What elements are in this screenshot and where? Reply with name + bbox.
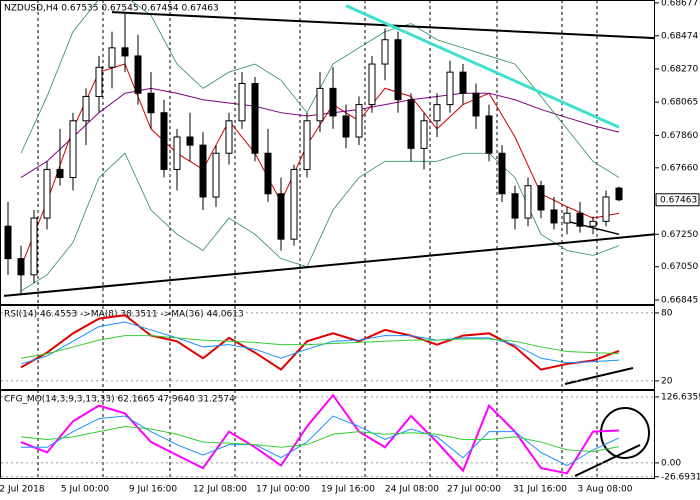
highlight-circle bbox=[600, 407, 650, 459]
candle-body bbox=[160, 112, 168, 170]
x-tick-label: 12 Jul 08:00 bbox=[193, 485, 247, 495]
cfg-trendline bbox=[574, 444, 641, 477]
candle-body bbox=[381, 39, 389, 65]
candle-body bbox=[407, 99, 415, 149]
candle-body bbox=[212, 152, 220, 198]
y-tick-label: 0.68065 bbox=[661, 98, 698, 108]
x-tick-label: 9 Jul 16:00 bbox=[129, 485, 178, 495]
indicator-line bbox=[20, 314, 620, 371]
candle-body bbox=[17, 258, 25, 276]
y-tick-label: 20 bbox=[661, 376, 673, 386]
x-tick-label: 27 Jul 00:00 bbox=[447, 485, 501, 495]
y-tick-label: 80 bbox=[661, 308, 673, 318]
candle-body bbox=[134, 55, 142, 94]
candle-body bbox=[43, 168, 51, 219]
y-tick-label: 0.67250 bbox=[661, 230, 698, 240]
x-tick-label: 2 Jul 2018 bbox=[0, 485, 45, 495]
x-tick-label: 19 Jul 16:00 bbox=[321, 485, 375, 495]
trendline bbox=[345, 4, 620, 129]
rsi-trendline bbox=[564, 367, 634, 385]
candle-body bbox=[82, 95, 90, 122]
candle-body bbox=[459, 71, 467, 94]
main-title: NZDUSD,H4 0.67535 0.67545 0.67454 0.6746… bbox=[4, 4, 219, 14]
candle-body bbox=[238, 83, 246, 122]
candle-body bbox=[290, 168, 298, 240]
y-tick-label: 0.66845 bbox=[661, 295, 698, 305]
candle-body bbox=[173, 136, 181, 170]
candle-body bbox=[251, 83, 259, 154]
candle-body bbox=[485, 115, 493, 154]
candle-body bbox=[524, 185, 532, 219]
candle-body bbox=[316, 87, 324, 122]
candle-body bbox=[550, 209, 558, 224]
candle-body bbox=[511, 193, 519, 219]
candle-body bbox=[342, 115, 350, 138]
candle-body bbox=[225, 120, 233, 154]
candle-body bbox=[277, 193, 285, 240]
candle-body bbox=[4, 225, 12, 260]
y-tick-label: 0.67660 bbox=[661, 163, 698, 173]
y-tick-label: 0.00 bbox=[661, 458, 681, 468]
cfg-panel bbox=[0, 390, 655, 479]
candle-body bbox=[199, 144, 207, 198]
x-tick-label: 31 Jul 16:00 bbox=[513, 485, 567, 495]
x-tick-label: 3 Aug 08:00 bbox=[578, 485, 633, 495]
indicator-line bbox=[20, 152, 620, 292]
cfg-title: CFG_MO(14,3,9,3,13,33) 62.1665 47.9640 3… bbox=[4, 395, 235, 405]
candle-body bbox=[329, 87, 337, 117]
y-tick-label: 0.68270 bbox=[661, 64, 698, 74]
candle-body bbox=[537, 185, 545, 211]
indicator-line bbox=[21, 415, 620, 467]
candle-body bbox=[95, 66, 103, 97]
candle-body bbox=[446, 71, 454, 106]
candle-body bbox=[303, 120, 311, 170]
candle-body bbox=[420, 120, 428, 149]
candle-body bbox=[69, 120, 77, 179]
candle-body bbox=[108, 47, 116, 68]
candle-body bbox=[589, 220, 597, 227]
indicator-line bbox=[20, 335, 620, 359]
candle-body bbox=[368, 63, 376, 106]
candle-body bbox=[563, 212, 571, 224]
candle-body bbox=[186, 136, 194, 146]
time-grid bbox=[37, 0, 598, 478]
current-price-label: 0.67463 bbox=[660, 195, 697, 205]
candle-body bbox=[602, 196, 610, 222]
main-panel bbox=[0, 0, 655, 305]
rsi-panel bbox=[0, 305, 655, 390]
candle-body bbox=[147, 92, 155, 114]
candle-body bbox=[355, 104, 363, 138]
indicator-line bbox=[20, 425, 620, 452]
y-tick-label: 126.6359 bbox=[661, 392, 700, 402]
candle-body bbox=[30, 217, 38, 276]
candle-body bbox=[615, 187, 623, 201]
candle-body bbox=[264, 152, 272, 195]
x-tick-label: 24 Jul 08:00 bbox=[385, 485, 439, 495]
y-tick-label: 0.68474 bbox=[661, 31, 698, 41]
candle-body bbox=[121, 47, 129, 57]
y-tick-label: -26.6931 bbox=[661, 472, 700, 482]
candle-body bbox=[498, 152, 506, 195]
indicator-line bbox=[20, 321, 620, 365]
trendline bbox=[111, 11, 656, 40]
y-tick-label: 0.67860 bbox=[661, 131, 698, 141]
indicator-line bbox=[20, 393, 620, 475]
candle-body bbox=[576, 212, 584, 227]
candle-body bbox=[433, 104, 441, 122]
y-tick-label: 0.68677 bbox=[661, 0, 698, 8]
current-price-box bbox=[655, 193, 700, 207]
x-tick-label: 5 Jul 00:00 bbox=[61, 485, 110, 495]
candle-body bbox=[394, 39, 402, 101]
y-tick-label: 0.67050 bbox=[661, 262, 698, 272]
x-tick-label: 17 Jul 00:00 bbox=[256, 485, 310, 495]
trendline bbox=[3, 233, 656, 297]
candle-body bbox=[56, 168, 64, 179]
candle-body bbox=[472, 92, 480, 117]
